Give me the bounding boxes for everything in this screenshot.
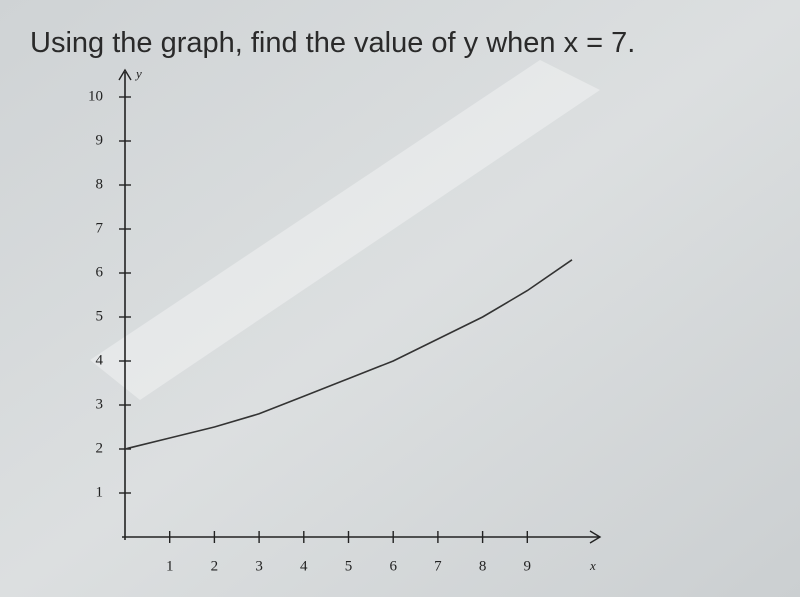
x-tick-label: 5 [345,558,353,574]
x-tick-label: 2 [211,558,219,574]
y-tick-label: 9 [96,132,104,148]
x-arrow [589,530,602,544]
x-tick-label: 3 [255,558,263,574]
x-tick-label: 4 [300,558,308,574]
y-tick-label: 3 [96,396,104,412]
y-tick-label: 2 [96,440,104,456]
x-tick-label: 6 [389,558,397,574]
y-tick-label: 4 [96,352,104,368]
y-tick-label: 6 [96,264,104,280]
y-tick-label: 1 [96,484,104,500]
y-tick-label: 10 [88,88,103,104]
chart-title: Using the graph, find the value of y whe… [30,27,635,59]
x-tick-label: 8 [479,558,487,574]
y-tick-label: 8 [96,176,104,192]
glare [90,60,600,400]
x-tick-label: 7 [434,558,442,574]
y-tick-label: 7 [96,220,104,236]
y-tick-label: 5 [96,308,104,324]
x-axis-label: x [589,558,596,573]
curve [124,259,573,450]
y-arrow [118,68,132,81]
x-tick-label: 9 [524,558,532,574]
y-axis-label: y [134,66,142,81]
x-tick-label: 1 [166,558,174,574]
